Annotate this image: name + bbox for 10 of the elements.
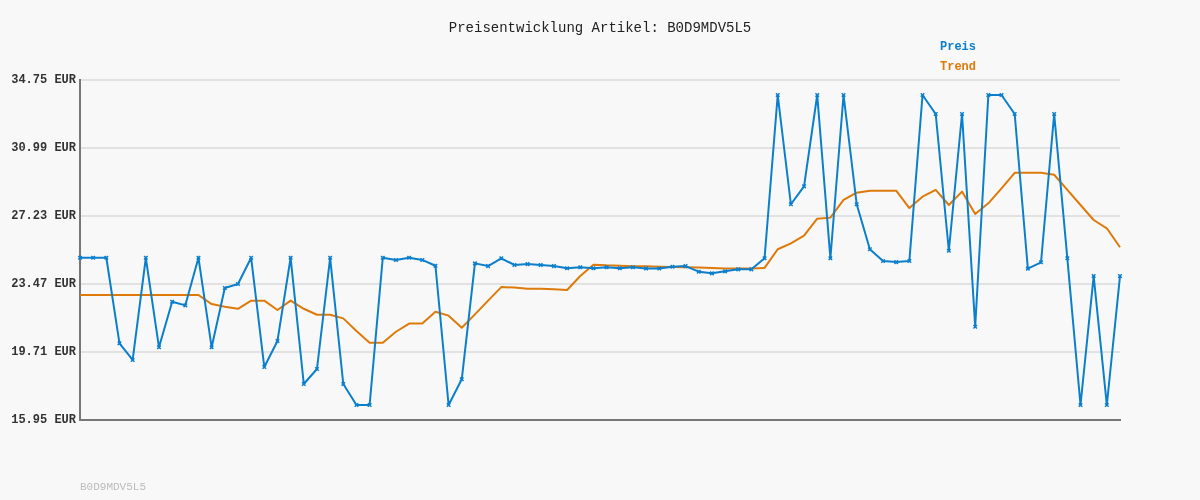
- y-tick-label: 30.99 EUR: [11, 141, 77, 156]
- chart-title: Preisentwicklung Artikel: B0D9MDV5L5: [448, 19, 752, 36]
- text: Preis: [940, 40, 977, 55]
- text: B0D9MDV5L5: [80, 480, 147, 493]
- y-tick-label: 19.71 EUR: [11, 345, 77, 360]
- y-tick-label: 27.23 EUR: [11, 209, 77, 224]
- y-tick-label: 15.95 EUR: [11, 413, 77, 428]
- y-tick-label: 34.75 EUR: [11, 73, 77, 88]
- y-tick-label: 23.47 EUR: [11, 277, 77, 292]
- text: Trend: [940, 60, 977, 75]
